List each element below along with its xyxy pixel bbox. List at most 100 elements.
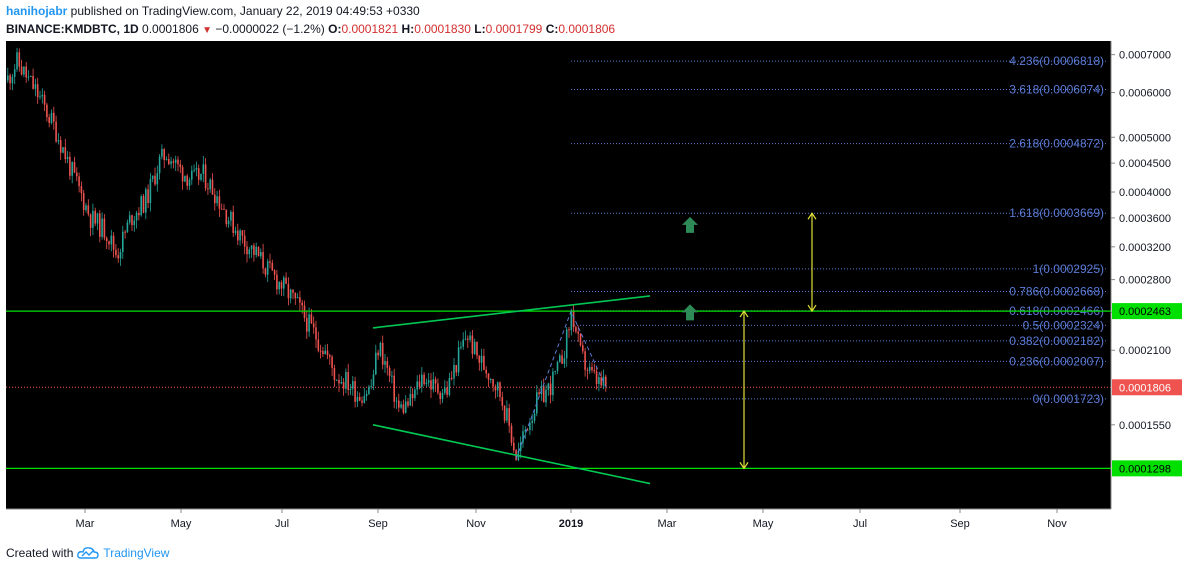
drawings-group (6, 212, 1111, 485)
candle-body (333, 367, 336, 381)
candle-body (36, 84, 39, 98)
y-tick-label: 0.0002100 (1119, 345, 1171, 357)
candle-body (455, 364, 458, 373)
candle-body (216, 196, 218, 204)
candle-body (285, 277, 287, 284)
candle-body (453, 364, 455, 379)
candle-body (538, 392, 540, 395)
time-axis[interactable] (6, 509, 1111, 537)
candle-body (402, 404, 405, 413)
tradingview-link[interactable]: TradingView (103, 546, 170, 560)
fib-level-label: 0.382(0.0002182) (1009, 334, 1104, 348)
author-link[interactable]: hanihojabr (6, 4, 68, 18)
candle-body (158, 156, 161, 174)
candle-body (179, 164, 182, 168)
candle-body (239, 230, 241, 241)
candle-body (154, 175, 156, 185)
candle-body (430, 380, 432, 390)
candle-body (227, 220, 230, 225)
price-chart[interactable]: 4.236(0.0006818) 3.618(0.0006074) 2.618(0.… (6, 41, 1182, 537)
candle-body (352, 381, 354, 389)
candle-body (80, 186, 83, 194)
candle-body (559, 355, 561, 362)
candle-body (34, 84, 37, 89)
candle-body (469, 335, 471, 340)
candle-body (266, 261, 269, 275)
candle-body (437, 383, 439, 393)
high-label: H: (401, 22, 415, 36)
channel-trendline[interactable] (372, 424, 651, 485)
measure-arrow-head (739, 462, 749, 470)
candle-body (457, 347, 460, 373)
projection-dashed-line[interactable] (515, 310, 607, 459)
candle-body (448, 378, 451, 395)
y-tick-label: 0.0006000 (1119, 87, 1171, 99)
candle-body (25, 66, 27, 78)
candle-body (255, 246, 257, 255)
open-value: 0.0001821 (341, 22, 399, 36)
candle-body (50, 112, 53, 123)
x-tick-label: Sep (950, 518, 970, 530)
price-badge-label: 0.0001298 (1119, 463, 1171, 475)
x-tick-label: Jul (275, 518, 289, 530)
candle-body (181, 167, 184, 182)
candle-body (184, 175, 186, 182)
low-value: 0.0001799 (485, 22, 543, 36)
low-label: L: (474, 22, 486, 36)
candle-body (400, 404, 402, 408)
candle-body (241, 230, 244, 236)
y-tick-label: 0.0007000 (1119, 50, 1171, 62)
up-arrow-icon[interactable] (682, 304, 698, 321)
candle-body (549, 383, 552, 396)
candle-body (55, 121, 57, 142)
fib-level-label: 1.618(0.0003669) (1009, 206, 1104, 220)
candle-body (358, 396, 361, 401)
candle-body (165, 159, 168, 161)
candle-body (142, 196, 145, 213)
candle-body (582, 345, 584, 352)
price-badge-label: 0.0001806 (1119, 382, 1171, 394)
y-tick-label: 0.0005000 (1119, 132, 1171, 144)
candle-body (480, 355, 483, 363)
price-axis[interactable] (1111, 41, 1182, 509)
measure-arrow-head (807, 212, 817, 220)
candle-body (243, 235, 246, 247)
channel-trendline[interactable] (372, 295, 651, 329)
candle-body (572, 311, 575, 327)
tradingview-cloud-icon (77, 547, 100, 559)
candle-body (388, 367, 391, 376)
candle-body (13, 69, 16, 77)
candle-body (487, 373, 490, 380)
x-tick-label: May (171, 518, 192, 530)
candle-body (188, 179, 191, 186)
candle-body (94, 210, 96, 224)
candle-body (39, 96, 41, 98)
candle-body (432, 379, 435, 390)
candle-body (577, 331, 579, 334)
candle-body (444, 387, 446, 393)
y-axis-labels: 0.0007000 0.0006000 0.0005000 0.0004500 0.00… (1111, 50, 1171, 432)
candle-body (112, 235, 115, 250)
candle-body (591, 366, 593, 371)
up-arrow-icon[interactable] (682, 216, 698, 233)
candle-body (423, 374, 425, 385)
candle-body (211, 179, 214, 195)
price-change: −0.0000022 (−1.2%) (215, 22, 325, 36)
candle-body (128, 215, 131, 223)
candle-body (363, 396, 366, 403)
candle-body (434, 379, 437, 384)
fib-level-label: 0.236(0.0002007) (1009, 354, 1104, 368)
candle-body (172, 161, 175, 163)
footer: Created with TradingView (6, 546, 169, 560)
candle-body (600, 377, 602, 386)
x-tick-label: Jul (853, 518, 867, 530)
fib-level-label: 3.618(0.0006074) (1009, 82, 1104, 96)
candle-body (473, 341, 476, 354)
candle-body (105, 237, 108, 242)
plot-area[interactable] (6, 41, 1111, 509)
x-tick-label: 2019 (559, 518, 583, 530)
candle-body (308, 314, 310, 332)
fib-level-label: 0.5(0.0002324) (1023, 318, 1104, 332)
candle-body (439, 392, 441, 400)
candle-body (269, 261, 271, 263)
